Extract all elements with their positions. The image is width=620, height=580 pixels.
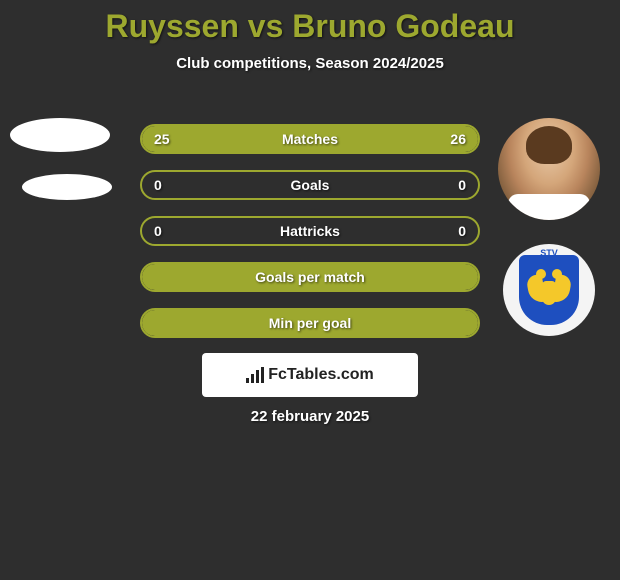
stat-row: 0 0 Goals — [140, 170, 480, 200]
stat-label: Hattricks — [280, 223, 340, 239]
stat-rows: 25 26 Matches 0 0 Goals 0 0 Hattricks Goals per m… — [140, 124, 480, 354]
stat-row: 25 26 Matches — [140, 124, 480, 154]
shield-icon — [519, 255, 579, 325]
eagle-icon — [528, 269, 570, 311]
club-badge-placeholder — [22, 174, 112, 200]
player-photo — [498, 118, 600, 220]
comparison-card: Ruyssen vs Bruno Godeau Club competition… — [0, 0, 620, 580]
stat-right-value: 0 — [458, 223, 466, 239]
player-photo-placeholder — [10, 118, 110, 152]
page-title: Ruyssen vs Bruno Godeau — [0, 0, 620, 45]
watermark-text: FcTables.com — [268, 366, 374, 384]
stat-left-value: 25 — [154, 131, 170, 147]
stat-row: 0 0 Hattricks — [140, 216, 480, 246]
page-subtitle: Club competitions, Season 2024/2025 — [0, 55, 620, 72]
stat-label: Goals — [291, 177, 330, 193]
club-badge: STV — [503, 244, 595, 336]
stat-right-value: 26 — [450, 131, 466, 147]
bars-icon — [246, 367, 264, 383]
right-player-column: STV — [498, 118, 600, 336]
watermark[interactable]: FcTables.com — [202, 353, 418, 397]
stat-left-value: 0 — [154, 223, 162, 239]
stat-right-value: 0 — [458, 177, 466, 193]
stat-label: Matches — [282, 131, 338, 147]
stat-label: Goals per match — [255, 269, 365, 285]
stat-label: Min per goal — [269, 315, 351, 331]
stat-left-value: 0 — [154, 177, 162, 193]
stat-row: Goals per match — [140, 262, 480, 292]
left-player-column — [10, 118, 112, 200]
stat-row: Min per goal — [140, 308, 480, 338]
date-line: 22 february 2025 — [0, 408, 620, 425]
